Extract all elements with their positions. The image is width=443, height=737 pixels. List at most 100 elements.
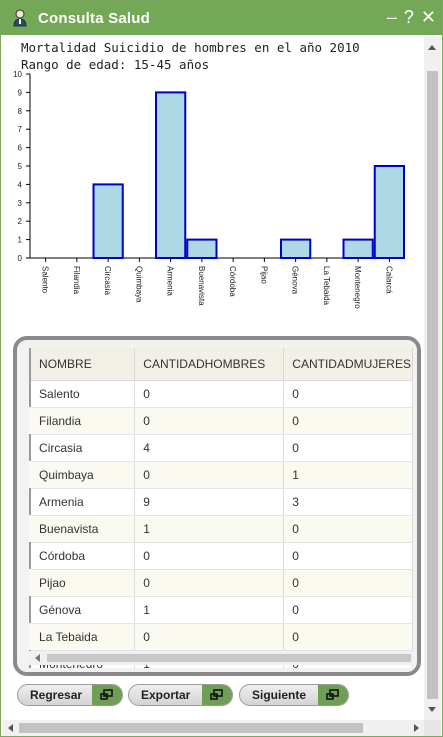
x-tick-label: Filandia — [72, 266, 81, 295]
table-cell[interactable]: 4 — [134, 434, 285, 462]
results-panel: NOMBRE CANTIDADHOMBRES CANTIDADMUJERES S… — [13, 336, 421, 676]
table-cell[interactable]: 0 — [134, 542, 285, 570]
x-tick-label: Quimbaya — [134, 266, 143, 303]
table-cell[interactable]: 0 — [283, 434, 413, 462]
table-cell[interactable]: 9 — [134, 488, 285, 516]
next-button[interactable]: Siguiente — [239, 684, 349, 706]
close-button[interactable]: ✕ — [420, 7, 436, 27]
popout-icon — [202, 685, 232, 705]
table-row[interactable]: Filandia 0 0 — [29, 407, 413, 435]
table-cell[interactable]: 0 — [134, 623, 285, 651]
table-cell[interactable]: 1 — [283, 461, 413, 489]
scroll-right-arrow-icon[interactable] — [414, 724, 419, 732]
scroll-down-arrow-icon[interactable] — [428, 707, 436, 712]
export-button[interactable]: Exportar — [128, 684, 233, 706]
table-scroll-thumb[interactable] — [47, 654, 411, 662]
scroll-up-arrow-icon[interactable] — [428, 45, 436, 50]
table-row[interactable]: Córdoba 0 0 — [29, 542, 413, 570]
table-header-row: NOMBRE CANTIDADHOMBRES CANTIDADMUJERES — [29, 348, 413, 381]
table-row[interactable]: Génova 1 0 — [29, 596, 413, 624]
table-cell[interactable]: Armenia — [31, 488, 136, 516]
bar — [280, 238, 312, 260]
vertical-scrollbar[interactable] — [424, 37, 441, 720]
table-cell[interactable]: 0 — [283, 542, 413, 570]
row-marker — [29, 461, 32, 488]
title-bar[interactable]: Consulta Salud – ? ✕ — [1, 1, 442, 35]
x-tick-label: Circasia — [103, 266, 112, 295]
row-marker — [29, 407, 32, 434]
scroll-left-arrow-icon[interactable] — [8, 724, 13, 732]
table-cell[interactable]: Quimbaya — [31, 461, 136, 489]
table-row[interactable]: Pijao 0 0 — [29, 569, 413, 597]
column-header-cantidadhombres[interactable]: CANTIDADHOMBRES — [134, 348, 285, 381]
table-row[interactable]: Circasia 4 0 — [29, 434, 413, 462]
bar — [186, 238, 218, 260]
help-button[interactable]: ? — [403, 7, 414, 27]
popout-icon — [92, 685, 122, 705]
table-cell[interactable]: 0 — [283, 407, 413, 435]
table-cell[interactable]: Pijao — [31, 569, 136, 597]
x-tick-label: Calarcá — [384, 266, 393, 294]
bar — [155, 91, 187, 260]
chart-heading: Mortalidad Suicidio de hombres en el año… — [21, 39, 360, 73]
x-tick-label: Buenavista — [197, 266, 206, 306]
table-row[interactable]: Quimbaya 0 1 — [29, 461, 413, 489]
column-header-cantidadmujeres[interactable]: CANTIDADMUJERES — [283, 348, 413, 381]
table-cell[interactable]: 0 — [283, 623, 413, 651]
table-row[interactable]: Armenia 9 3 — [29, 488, 413, 516]
table-cell[interactable]: 3 — [283, 488, 413, 516]
table-body: Salento 0 0 Filandia 0 0 Circasia 4 0 Quimbaya 0 1 A… — [29, 380, 413, 668]
window-title: Consulta Salud — [38, 9, 150, 27]
table-cell[interactable]: Salento — [31, 380, 136, 408]
x-tick-label: Armenia — [166, 266, 175, 296]
table-cell[interactable]: 0 — [283, 380, 413, 408]
results-table-container: NOMBRE CANTIDADHOMBRES CANTIDADMUJERES S… — [29, 348, 413, 668]
back-button-label: Regresar — [30, 688, 83, 702]
scrollbar-corner — [424, 720, 441, 736]
row-marker — [29, 542, 32, 569]
bar — [342, 238, 374, 260]
bar-chart: 0 1 2 3 4 5 6 7 8 9 10 Salento Filandia Circasia Quimb… — [13, 70, 405, 309]
table-cell[interactable]: Circasia — [31, 434, 136, 462]
table-cell[interactable]: Córdoba — [31, 542, 136, 570]
table-cell[interactable]: 0 — [134, 461, 285, 489]
table-cell[interactable]: La Tebaida — [31, 623, 136, 651]
y-tick-label: 1 — [18, 236, 23, 245]
y-tick-label: 3 — [18, 199, 23, 208]
bar — [373, 165, 405, 259]
table-cell[interactable]: 0 — [134, 407, 285, 435]
table-cell[interactable]: 0 — [283, 596, 413, 624]
x-tick-label: Córdoba — [228, 266, 237, 297]
table-horizontal-scrollbar[interactable] — [29, 651, 413, 665]
table-row[interactable]: La Tebaida 0 0 — [29, 623, 413, 651]
table-row[interactable]: Salento 0 0 — [29, 380, 413, 408]
table-cell[interactable]: Génova — [31, 596, 136, 624]
x-tick-label: Génova — [291, 266, 300, 295]
table-cell[interactable]: 1 — [134, 596, 285, 624]
table-cell[interactable]: 0 — [134, 380, 285, 408]
y-tick-label: 2 — [18, 217, 23, 226]
table-cell[interactable]: Buenavista — [31, 515, 136, 543]
y-tick-label: 10 — [13, 70, 22, 79]
export-button-label: Exportar — [141, 688, 191, 702]
minimize-button[interactable]: – — [386, 7, 397, 27]
scroll-left-arrow-icon[interactable] — [35, 654, 40, 662]
y-tick-label: 6 — [18, 144, 23, 153]
x-tick-label: La Tebaida — [322, 266, 331, 306]
table-cell[interactable]: 0 — [134, 569, 285, 597]
horizontal-scrollbar[interactable] — [3, 720, 424, 736]
table-cell[interactable]: 1 — [134, 515, 285, 543]
window-controls: – ? ✕ — [387, 6, 436, 28]
x-tick-label: Montenegro — [353, 266, 362, 309]
vertical-scroll-thumb[interactable] — [427, 71, 438, 699]
horizontal-scroll-thumb[interactable] — [19, 723, 363, 733]
popout-icon — [318, 685, 348, 705]
table-row[interactable]: Buenavista 1 0 — [29, 515, 413, 543]
column-header-nombre[interactable]: NOMBRE — [31, 348, 136, 381]
back-button[interactable]: Regresar — [17, 684, 123, 706]
row-marker — [29, 515, 32, 542]
table-cell[interactable]: 0 — [283, 515, 413, 543]
table-cell[interactable]: 0 — [283, 569, 413, 597]
row-marker — [29, 434, 32, 461]
table-cell[interactable]: Filandia — [31, 407, 136, 435]
